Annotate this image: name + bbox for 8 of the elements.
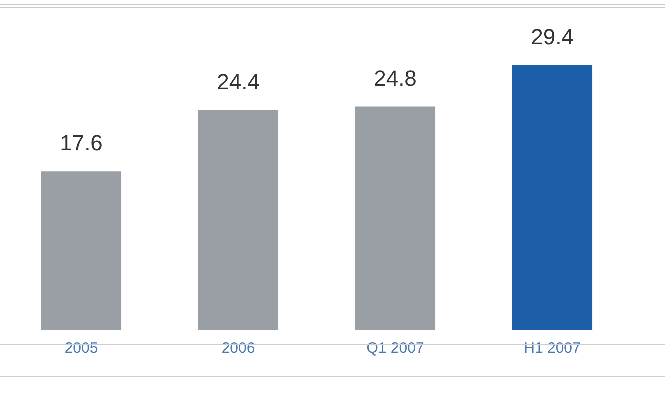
bar (41, 172, 122, 330)
data-label: 17.6 (60, 130, 103, 156)
data-label: 29.4 (531, 24, 574, 50)
data-label: 24.8 (374, 66, 417, 91)
bar (512, 65, 593, 330)
bar (198, 110, 279, 330)
data-label: 24.4 (217, 69, 260, 94)
bar (355, 106, 436, 330)
